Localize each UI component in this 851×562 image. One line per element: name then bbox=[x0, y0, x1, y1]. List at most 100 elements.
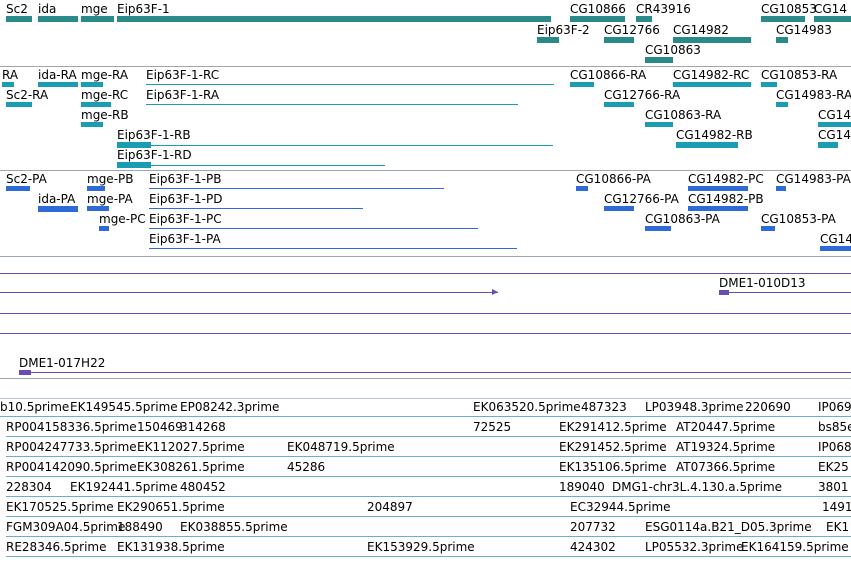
gene-feature-eip63f-1[interactable] bbox=[117, 16, 551, 22]
est-label[interactable]: ESG0114a.B21_D05.3prime bbox=[645, 520, 812, 534]
est-label[interactable]: 228304 bbox=[6, 480, 52, 494]
est-label[interactable]: IP069 bbox=[818, 400, 851, 414]
est-label[interactable]: 72525 bbox=[473, 420, 512, 434]
protein-feature[interactable] bbox=[688, 186, 748, 191]
transcript-feature[interactable] bbox=[570, 82, 594, 87]
transcript-feature[interactable] bbox=[676, 142, 738, 148]
transcript-feature[interactable] bbox=[818, 122, 851, 127]
est-label[interactable]: EK112027.5prime bbox=[137, 440, 245, 454]
protein-label-cg14982-pb[interactable]: CG14982-PB bbox=[688, 192, 764, 206]
est-label[interactable]: DMG1-chr3L.4.130.a.5prime bbox=[612, 480, 783, 494]
transcript-feature[interactable] bbox=[81, 122, 103, 127]
protein-label-cg14982-pc[interactable]: CG14982-PC bbox=[688, 172, 764, 186]
gene-label-ida[interactable]: ida bbox=[38, 2, 57, 16]
gene-label-cg10863[interactable]: CG10863 bbox=[645, 43, 701, 57]
est-label[interactable]: RP004247733.5prime bbox=[6, 440, 137, 454]
protein-label-eip63f-1-pa[interactable]: Eip63F-1-PA bbox=[149, 232, 221, 246]
transcript-label-cg10863-ra[interactable]: CG10863-RA bbox=[645, 108, 722, 122]
protein-label-cg14[interactable]: CG14 bbox=[820, 232, 851, 246]
transcript-label-mge-rb[interactable]: mge-RB bbox=[81, 108, 129, 122]
gene-feature-eip63f-2[interactable] bbox=[537, 37, 559, 43]
transcript-feature[interactable] bbox=[2, 82, 14, 87]
transcript-label-cg14-2[interactable]: CG14 bbox=[818, 128, 851, 142]
est-label[interactable]: EK063520.5prime bbox=[473, 400, 581, 414]
est-label[interactable]: EK038855.5prime bbox=[180, 520, 288, 534]
transcript-label-mge-rc[interactable]: mge-RC bbox=[81, 88, 129, 102]
protein-feature[interactable] bbox=[576, 186, 588, 191]
est-label[interactable]: 189040 bbox=[559, 480, 605, 494]
protein-feature[interactable] bbox=[87, 186, 105, 191]
transcript-label-cg10866-ra[interactable]: CG10866-RA bbox=[570, 68, 647, 82]
est-line[interactable] bbox=[6, 556, 851, 557]
est-label[interactable]: 150469 bbox=[137, 420, 183, 434]
protein-label-cg10866-pa[interactable]: CG10866-PA bbox=[576, 172, 651, 186]
est-line[interactable] bbox=[0, 416, 851, 417]
protein-feature[interactable] bbox=[776, 186, 786, 191]
gene-feature-cr43916[interactable] bbox=[636, 16, 652, 22]
transcript-feature[interactable] bbox=[761, 82, 777, 87]
protein-feature[interactable] bbox=[820, 246, 851, 251]
est-label[interactable]: RE28346.5prime bbox=[6, 540, 107, 554]
transcript-feature[interactable] bbox=[776, 102, 788, 107]
est-label[interactable]: EK135106.5prime bbox=[559, 460, 667, 474]
est-label[interactable]: bs85e bbox=[818, 420, 851, 434]
gene-label-cr43916[interactable]: CR43916 bbox=[636, 2, 691, 16]
est-line[interactable] bbox=[6, 476, 851, 477]
protein-feature[interactable] bbox=[38, 206, 78, 212]
gene-feature-cg14983[interactable] bbox=[776, 37, 788, 43]
transcript-feature[interactable] bbox=[6, 102, 32, 107]
est-line[interactable] bbox=[6, 456, 851, 457]
est-label[interactable]: 207732 bbox=[570, 520, 616, 534]
gene-feature-cg12766[interactable] bbox=[604, 37, 634, 43]
protein-label-cg10863-pa[interactable]: CG10863-PA bbox=[645, 212, 720, 226]
est-label[interactable]: RP004142090.5prime bbox=[6, 460, 137, 474]
est-line[interactable] bbox=[6, 536, 851, 537]
est-label[interactable]: EK192441.5prime bbox=[70, 480, 178, 494]
clone-label-dme1-017h22[interactable]: DME1-017H22 bbox=[19, 356, 106, 370]
gene-feature-cg14982[interactable] bbox=[673, 37, 751, 43]
clone-line[interactable] bbox=[0, 292, 498, 293]
protein-label-mge-pb[interactable]: mge-PB bbox=[87, 172, 134, 186]
gene-label-cg14[interactable]: CG14 bbox=[814, 2, 847, 16]
gene-label-cg12766[interactable]: CG12766 bbox=[604, 23, 660, 37]
protein-label-eip63f-1-pd[interactable]: Eip63F-1-PD bbox=[149, 192, 223, 206]
transcript-label-sc2-ra[interactable]: Sc2-RA bbox=[6, 88, 49, 102]
est-line[interactable] bbox=[6, 516, 851, 517]
transcript-label-ra[interactable]: RA bbox=[2, 68, 19, 82]
gene-feature-ida[interactable] bbox=[38, 16, 78, 22]
est-label[interactable]: EK170525.5prime bbox=[6, 500, 114, 514]
est-label[interactable]: EK291452.5prime bbox=[559, 440, 667, 454]
transcript-feature[interactable] bbox=[38, 82, 78, 87]
gene-label-sc2[interactable]: Sc2 bbox=[6, 2, 28, 16]
transcript-feature[interactable] bbox=[81, 82, 103, 87]
gene-feature-sc2[interactable] bbox=[6, 16, 32, 22]
protein-label-eip63f-1-pc[interactable]: Eip63F-1-PC bbox=[149, 212, 222, 226]
est-label[interactable]: EK149545.5prime bbox=[70, 400, 178, 414]
protein-feature[interactable] bbox=[604, 206, 634, 211]
protein-feature[interactable] bbox=[761, 226, 775, 231]
gene-label-cg14982[interactable]: CG14982 bbox=[673, 23, 729, 37]
est-label[interactable]: 314268 bbox=[180, 420, 226, 434]
transcript-label-cg14982-rc[interactable]: CG14982-RC bbox=[673, 68, 750, 82]
est-label[interactable]: 1491 bbox=[822, 500, 851, 514]
protein-label-cg10853-pa[interactable]: CG10853-PA bbox=[761, 212, 836, 226]
gene-feature-cg10853[interactable] bbox=[761, 16, 805, 22]
gene-label-cg10866[interactable]: CG10866 bbox=[570, 2, 626, 16]
protein-feature[interactable] bbox=[99, 226, 109, 231]
clone-line[interactable] bbox=[31, 372, 851, 373]
transcript-feature[interactable] bbox=[673, 82, 751, 87]
est-label[interactable]: 480452 bbox=[180, 480, 226, 494]
est-label[interactable]: AT07366.5prime bbox=[676, 460, 776, 474]
transcript-label-cg14983-ra[interactable]: CG14983-RA bbox=[776, 88, 851, 102]
transcript-feature[interactable] bbox=[645, 122, 673, 127]
est-label[interactable]: EK153929.5prime bbox=[367, 540, 475, 554]
protein-label-eip63f-1-pb[interactable]: Eip63F-1-PB bbox=[149, 172, 222, 186]
est-label[interactable]: LP05532.3prime bbox=[645, 540, 744, 554]
protein-label-mge-pa[interactable]: mge-PA bbox=[87, 192, 133, 206]
est-label[interactable]: EK048719.5prime bbox=[287, 440, 395, 454]
gene-feature-cg10863[interactable] bbox=[645, 57, 673, 63]
gene-label-cg14983[interactable]: CG14983 bbox=[776, 23, 832, 37]
protein-feature[interactable] bbox=[688, 206, 748, 211]
est-label[interactable]: EK131938.5prime bbox=[117, 540, 225, 554]
